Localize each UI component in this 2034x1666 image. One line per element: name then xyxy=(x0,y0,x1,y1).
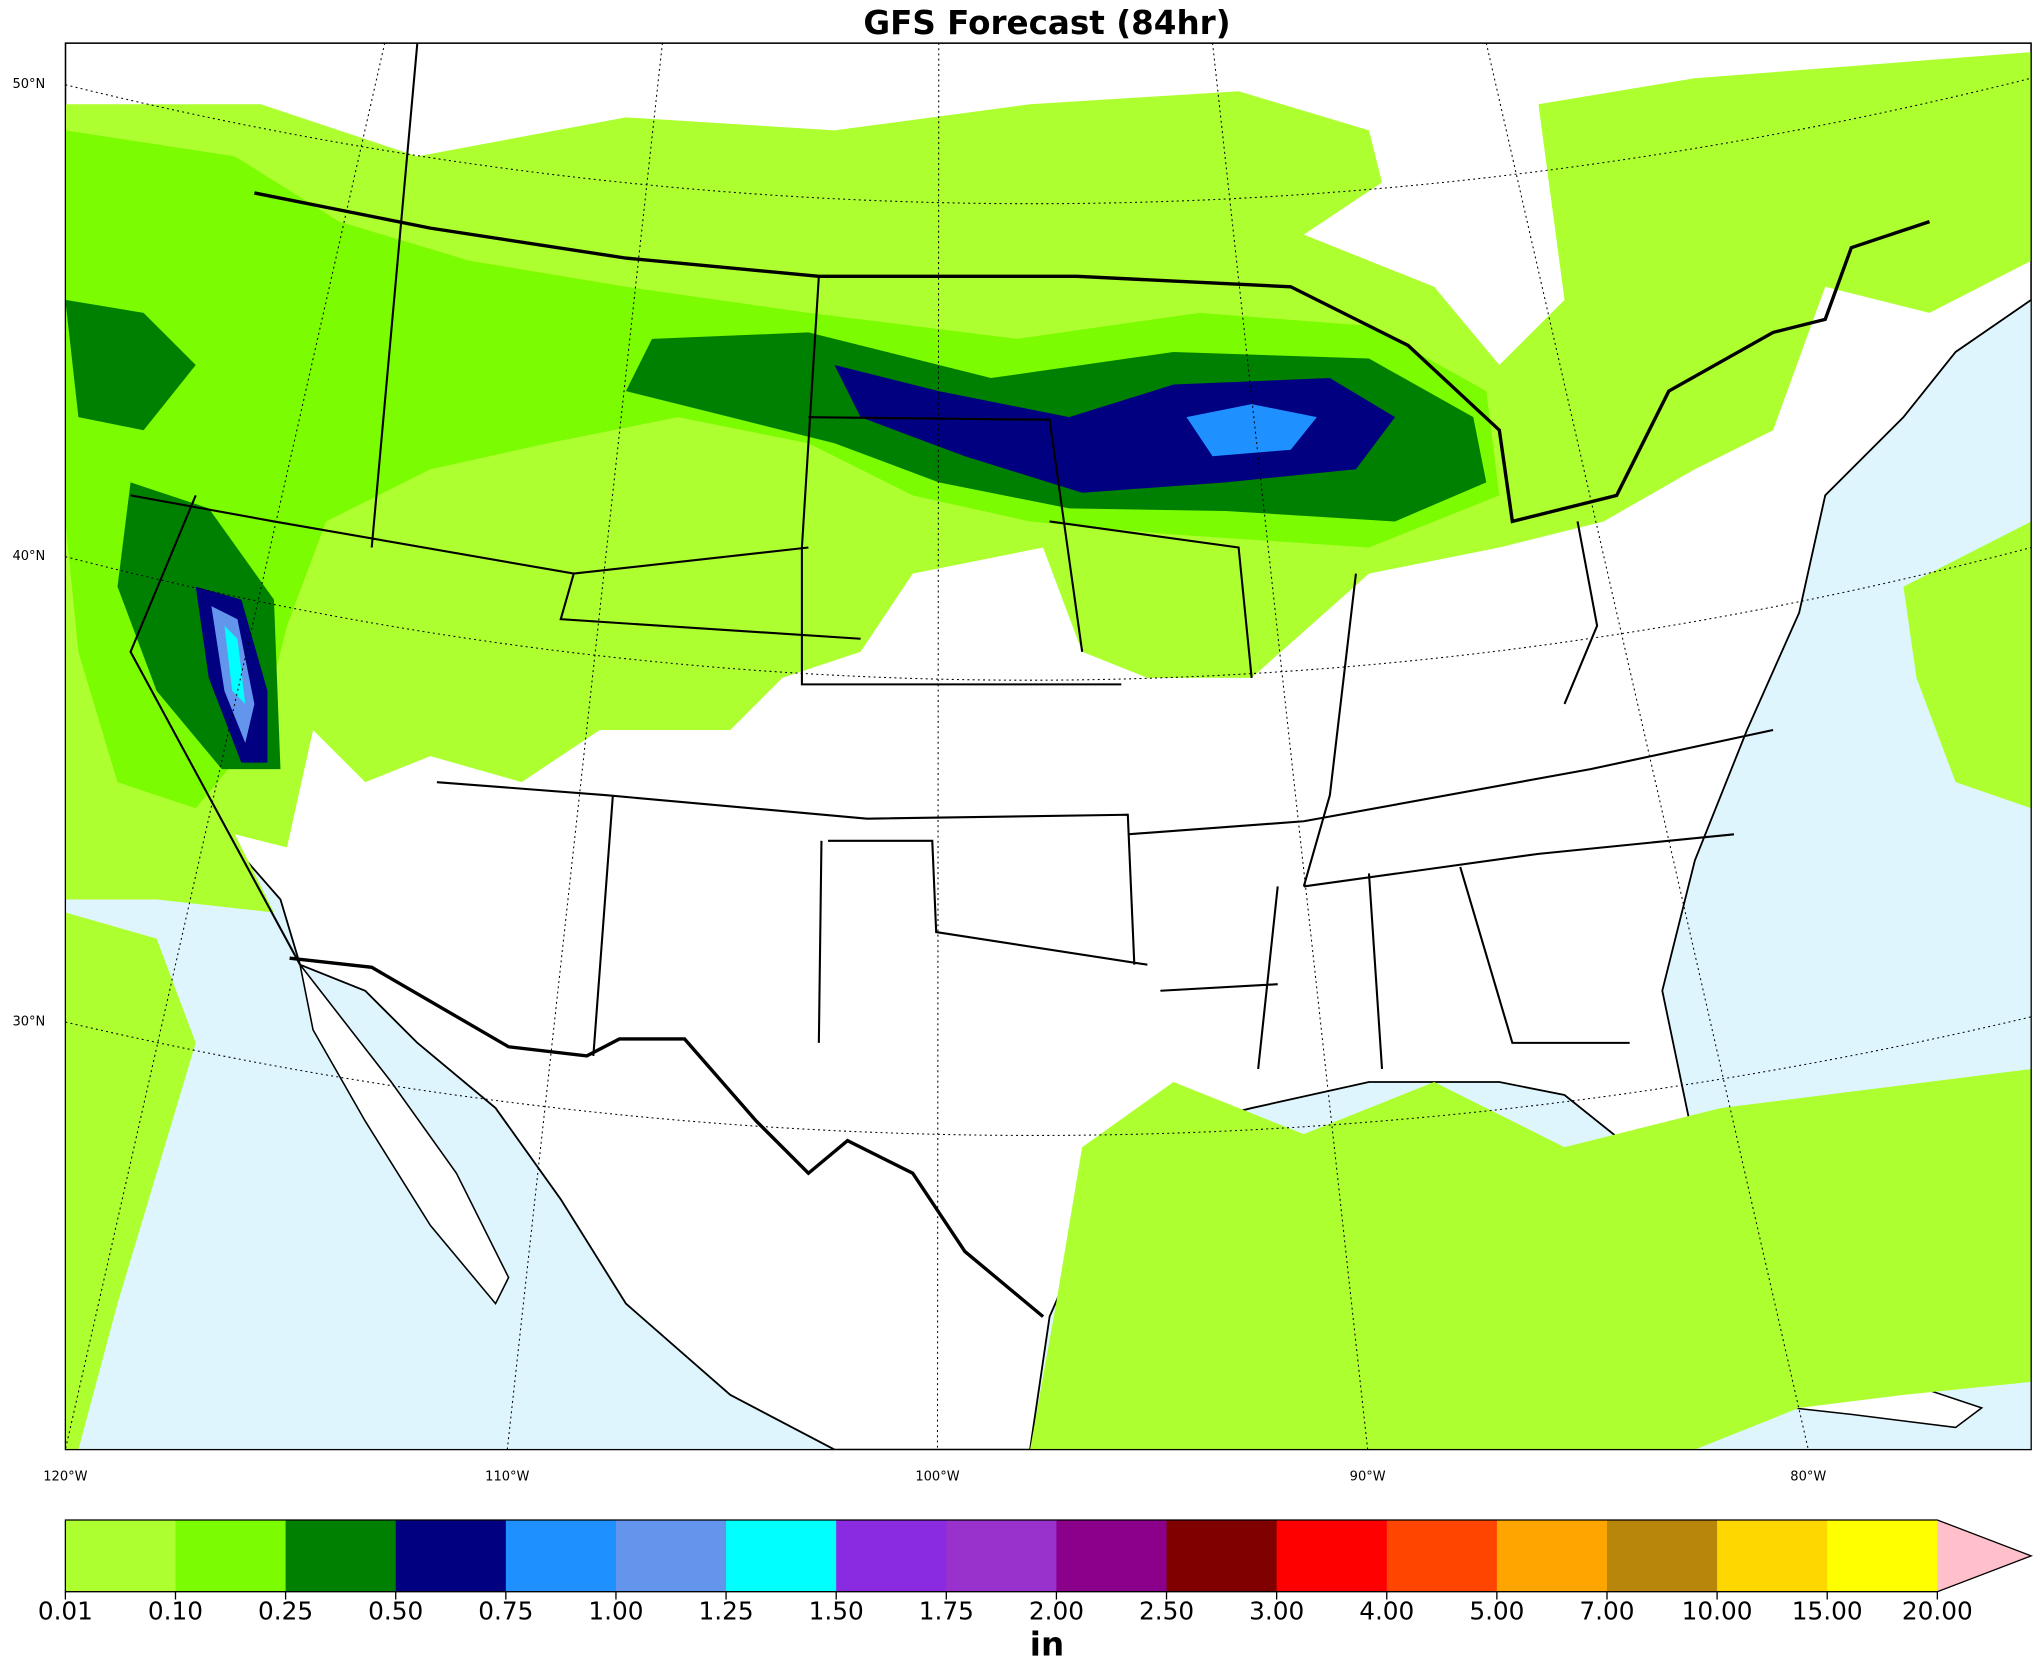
colorbar-label: in xyxy=(1030,1625,1064,1663)
colorbar-tick-label: 0.10 xyxy=(148,1597,203,1626)
lon-label: 110°W xyxy=(485,1469,529,1484)
colorbar-tick-label: 10.00 xyxy=(1682,1597,1753,1626)
colorbar-tick-label: 0.01 xyxy=(38,1597,93,1626)
colorbar-segment xyxy=(1166,1519,1278,1592)
precip-atlantic xyxy=(1903,521,2032,809)
colorbar-tick-label: 3.00 xyxy=(1249,1597,1304,1626)
lon-label: 90°W xyxy=(1350,1469,1386,1484)
meridian xyxy=(506,43,663,1450)
precip-band-mid xyxy=(65,130,1500,809)
precip-sierra-3 xyxy=(224,625,246,704)
precip-core-midwest-2 xyxy=(834,365,1396,493)
map-frame xyxy=(64,42,2032,1451)
colorbar-tick-label: 15.00 xyxy=(1792,1597,1863,1626)
colorbar-segment xyxy=(1056,1519,1168,1592)
meridian xyxy=(65,43,386,1450)
colorbar-tick-label: 5.00 xyxy=(1469,1597,1524,1626)
colorbar-tick-label: 0.50 xyxy=(368,1597,423,1626)
precip-gulf xyxy=(1030,1068,2032,1450)
colorbar-segment xyxy=(946,1519,1058,1592)
lat-label: 40°N xyxy=(12,549,45,564)
parallel xyxy=(65,547,2032,681)
precip-core-midwest-3 xyxy=(1186,404,1317,457)
map xyxy=(65,43,2032,1450)
baja xyxy=(299,964,510,1306)
colorbar-segment xyxy=(615,1519,727,1592)
colorbar-tick-label: 20.00 xyxy=(1902,1597,1973,1626)
colorbar-extension xyxy=(1937,1519,2032,1592)
colorbar-segment xyxy=(726,1519,837,1592)
lon-label: 120°W xyxy=(43,1469,87,1484)
colorbar-tick-label: 0.25 xyxy=(258,1597,313,1626)
colorbar-tick-label: 2.50 xyxy=(1139,1597,1194,1626)
colorbar-tick-label: 1.25 xyxy=(699,1597,754,1626)
meridian xyxy=(1212,43,1369,1450)
colorbar-segment xyxy=(505,1519,617,1592)
canada-border xyxy=(254,191,1931,524)
colorbar-segment xyxy=(1606,1519,1718,1592)
colorbar-tick-label: 1.50 xyxy=(809,1597,864,1626)
colorbar-segment xyxy=(65,1519,177,1592)
parallel xyxy=(65,1016,2032,1136)
parallel xyxy=(65,77,2032,205)
colorbar-tick-label: 1.75 xyxy=(919,1597,974,1626)
state-lines xyxy=(129,43,1774,1070)
meridian xyxy=(1485,43,1809,1450)
lon-label: 80°W xyxy=(1790,1469,1826,1484)
colorbar-segment xyxy=(1386,1519,1498,1592)
colorbar-tick-label: 2.00 xyxy=(1029,1597,1084,1626)
colorbar-tick-label: 1.00 xyxy=(588,1597,643,1626)
colorbar-tick-label: 0.75 xyxy=(478,1597,533,1626)
precip-pacific-south xyxy=(65,912,196,1450)
colorbar-segment xyxy=(1827,1519,1938,1592)
colorbar-segment xyxy=(285,1519,397,1592)
colorbar-segment xyxy=(836,1519,947,1592)
colorbar-segment xyxy=(1496,1519,1608,1592)
colorbar-tick-label: 4.00 xyxy=(1359,1597,1414,1626)
lat-label: 50°N xyxy=(12,77,45,92)
colorbar-segment xyxy=(395,1519,507,1592)
mexico-border xyxy=(289,956,1045,1318)
colorbar-segment xyxy=(175,1519,287,1592)
colorbar-segment xyxy=(1717,1519,1828,1592)
colorbar-frame xyxy=(64,1519,2034,1593)
colorbar-tick-label: 7.00 xyxy=(1579,1597,1634,1626)
colorbar-segment xyxy=(1276,1519,1388,1592)
title: GFS Forecast (84hr) xyxy=(863,4,1230,42)
lon-label: 100°W xyxy=(915,1469,959,1484)
lat-label: 30°N xyxy=(12,1015,45,1030)
